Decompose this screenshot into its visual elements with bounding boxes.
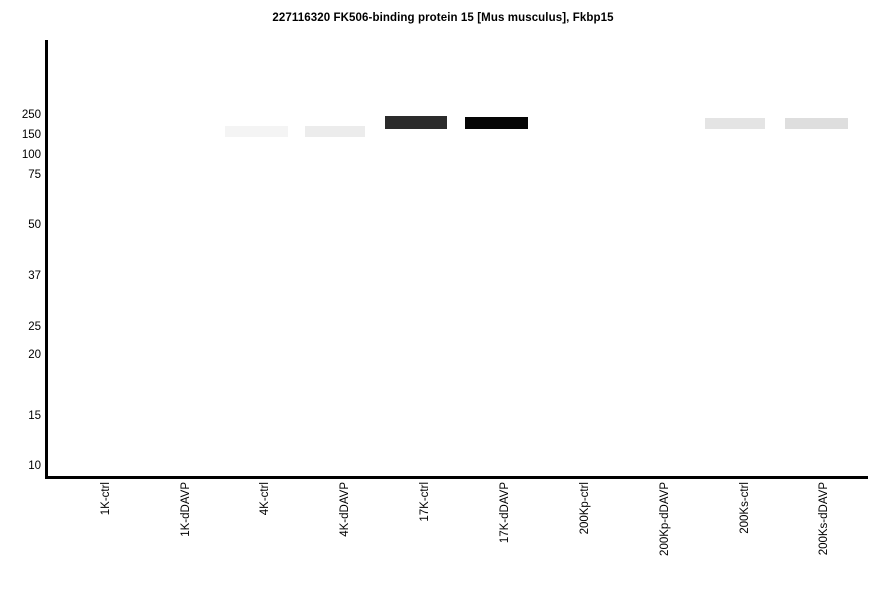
y-axis-tick-label: 250 [21,109,41,121]
y-axis-tick-label: 15 [28,410,41,422]
blot-band [385,116,447,129]
y-axis-tick-label: 150 [21,129,41,141]
y-axis-tick-label: 50 [28,219,41,231]
blot-band [305,126,365,137]
x-axis-tick-label: 4K-ctrl [259,482,271,516]
x-axis-tick-label: 17K-ctrl [419,482,431,522]
x-axis-tick-label: 1K-ctrl [100,482,112,516]
x-axis-tick-label: 200Kp-ctrl [579,482,591,535]
y-axis-line [45,40,48,479]
y-axis-tick-label: 37 [28,270,41,282]
y-axis-tick-label: 25 [28,321,41,333]
blot-band [785,118,848,129]
x-axis-tick-label: 17K-dDAVP [499,482,511,544]
y-axis-tick-label: 10 [28,460,41,472]
plot-area [47,40,868,477]
y-axis-tick-label: 75 [28,169,41,181]
x-axis-tick-label: 4K-dDAVP [339,482,351,537]
y-axis-tick-label: 100 [21,149,41,161]
x-axis-tick-label: 200Kp-dDAVP [659,482,671,556]
x-axis-tick-label: 1K-dDAVP [180,482,192,537]
y-axis-tick-label: 20 [28,349,41,361]
x-axis-tick-label: 200Ks-dDAVP [818,482,830,556]
chart-title: 227116320 FK506-binding protein 15 [Mus … [272,12,614,24]
blot-band [705,118,765,129]
blot-band [225,126,288,137]
x-axis-line [45,476,868,479]
x-axis-tick-label: 200Ks-ctrl [739,482,751,534]
blot-band [465,117,528,129]
y-axis-tick-labels: 250 150 100 75 50 37 25 20 15 10 [0,0,45,595]
